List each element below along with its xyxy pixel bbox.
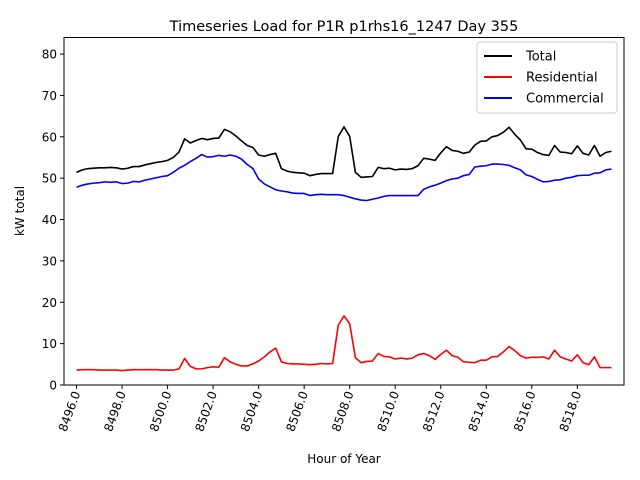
y-tick-label: 0 — [49, 379, 57, 393]
y-tick-label: 30 — [42, 254, 57, 268]
y-axis: 0 10 20 30 40 50 60 70 80 — [42, 48, 64, 393]
y-tick-label: 20 — [42, 296, 57, 310]
y-tick-label: 60 — [42, 130, 57, 144]
y-tick-label: 10 — [42, 337, 57, 351]
series-lines — [76, 126, 612, 372]
legend-box — [476, 41, 618, 114]
y-tick-label: 40 — [42, 213, 57, 227]
y-tick-label: 80 — [42, 48, 57, 62]
plot-area — [63, 37, 625, 386]
y-tick-label: 50 — [42, 172, 57, 186]
legend-label-total: Total — [525, 50, 556, 65]
plot-frame — [63, 37, 625, 386]
series-line-residential — [76, 315, 612, 372]
series-line-total — [76, 126, 612, 179]
chart-title: Timeseries Load for P1R p1rhs16_1247 Day… — [169, 19, 519, 35]
legend-label-residential: Residential — [526, 71, 598, 86]
legend-label-commercial: Commercial — [526, 92, 604, 107]
y-axis-label: kW total — [13, 186, 27, 236]
x-axis-label: Hour of Year — [307, 452, 381, 466]
y-tick-label: 70 — [42, 89, 57, 103]
series-line-commercial — [76, 153, 612, 202]
legend: Total Residential Commercial — [476, 41, 618, 114]
